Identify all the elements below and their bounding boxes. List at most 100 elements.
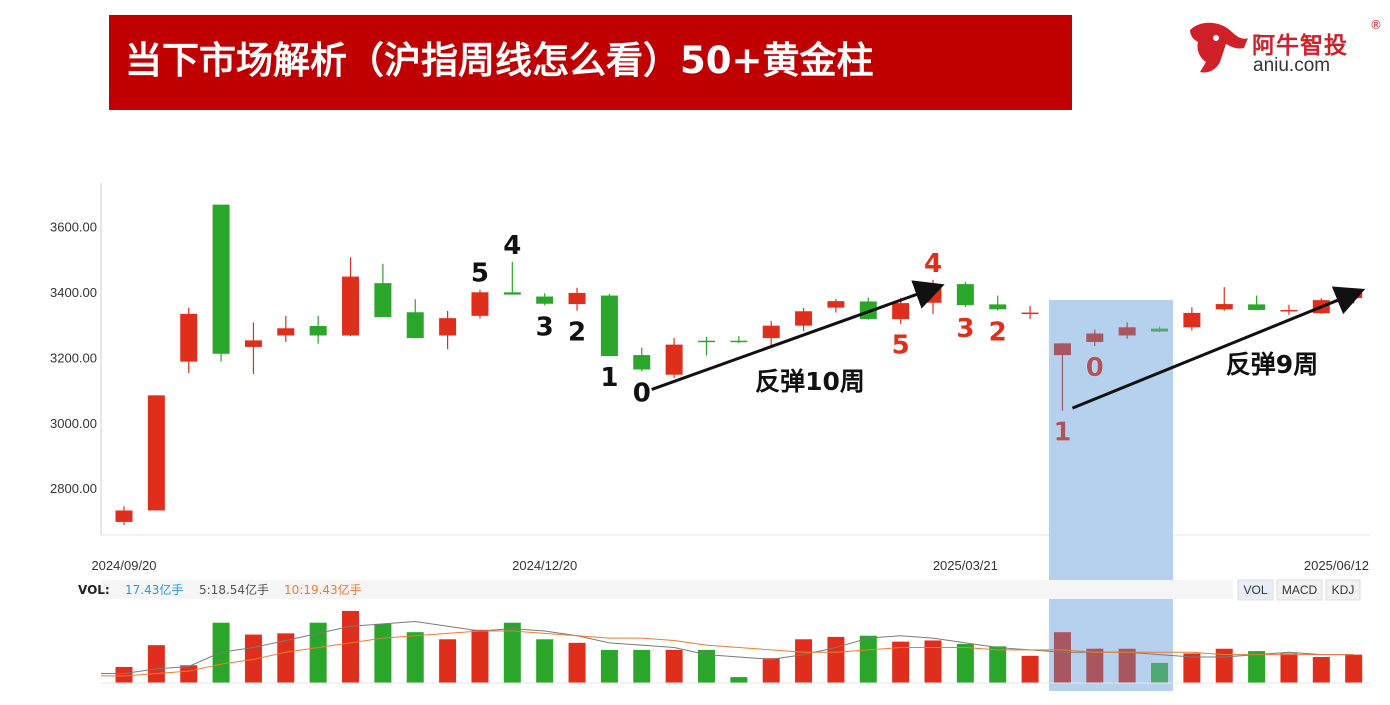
candle-body [730,340,748,343]
bull-logo-icon [1190,22,1248,73]
count-label: 2 [568,318,586,348]
candle-body [342,276,360,336]
trend-annotation: 反弹9周 [1226,350,1318,379]
candle-body [180,313,198,362]
volume-bar [697,649,715,683]
volume-bar [1345,654,1363,683]
y-tick-label: 3000.00 [50,416,97,431]
volume-bar [1151,662,1169,683]
indicator-tab-macd[interactable] [1276,579,1323,601]
volume-ma5-value: 5:18.54亿手 [199,582,269,597]
candle-body [697,340,715,343]
x-tick-label: 2025/03/21 [933,558,998,573]
y-tick-label: 3400.00 [50,285,97,300]
volume-value: 17.43亿手 [125,582,183,597]
volume-bar [212,622,230,683]
volume-bar [1086,648,1104,683]
volume-bar [471,629,489,683]
volume-bar [665,649,683,683]
volume-bar [244,634,262,683]
page-title: 当下市场解析（沪指周线怎么看）50+黄金柱 [125,39,874,82]
volume-bar [989,646,1007,683]
count-label: 4 [503,231,521,261]
y-tick-label: 3600.00 [50,220,97,235]
volume-legend-label: VOL: [78,583,110,597]
candle-body [892,303,910,320]
indicator-tab-label[interactable]: MACD [1282,583,1318,597]
candle-body [309,325,327,336]
trend-arrow [651,280,945,391]
candle-body [277,328,295,336]
candle-body [536,296,554,304]
volume-bar [1312,657,1330,683]
trend-arrow [1071,286,1366,410]
volume-bar [147,645,165,683]
volume-bar [536,639,554,683]
volume-bar [1183,653,1201,683]
volume-ma10-line [101,630,1354,677]
count-label: 0 [633,378,651,408]
count-label: 5 [471,259,489,289]
volume-bar [374,623,392,683]
volume-bar [1280,653,1298,683]
volume-bar [115,666,133,683]
candle-body [244,340,262,347]
y-tick-label: 2800.00 [50,481,97,496]
x-tick-label: 2024/09/20 [91,558,156,573]
trend-annotation: 反弹10周 [755,367,865,396]
candle-body [439,318,457,336]
volume-bar [406,632,424,683]
candle-body [1280,309,1298,312]
volume-bar [730,677,748,683]
volume-ma5-line [101,621,1354,675]
candle-body [406,312,424,339]
volume-bar [795,639,813,683]
count-label: 0 [1086,353,1104,383]
candle-body [795,311,813,326]
candle-body [633,355,651,370]
candle-body [1151,328,1169,332]
volume-ma10-value: 10:19.43亿手 [284,582,362,597]
count-label: 1 [600,363,618,393]
candle-body [568,292,586,305]
highlight-shade [1048,300,1174,691]
count-label: 3 [536,312,554,342]
logo-chinese-name: 阿牛智投 [1252,33,1348,59]
candle-body [1021,312,1039,315]
count-label: 1 [1053,418,1071,448]
candle-body [1248,304,1266,310]
volume-bar [568,642,586,683]
x-tick-label: 2024/12/20 [512,558,577,573]
indicator-tab-label[interactable]: KDJ [1332,583,1355,597]
volume-bar [180,665,198,683]
volume-legend-bar [101,580,1233,599]
candle-body [956,284,974,306]
count-label: 3 [956,314,974,344]
registered-mark: ® [1370,18,1382,32]
volume-bar [503,622,521,683]
indicator-tab-vol[interactable] [1237,579,1274,601]
volume-bar [1248,651,1266,683]
candle-body [471,292,489,316]
candle-body [115,510,133,522]
candle-body [503,292,521,295]
y-tick-label: 3200.00 [50,350,97,365]
volume-bar [439,639,457,683]
volume-bar [859,635,877,683]
indicator-tab-label[interactable]: VOL [1243,583,1267,597]
title-banner: 当下市场解析（沪指周线怎么看）50+黄金柱 [109,15,1072,110]
candle-body [1053,343,1071,356]
candle-body [1086,333,1104,343]
volume-bar [892,641,910,683]
x-tick-label: 2025/06/12 [1304,558,1369,573]
volume-bar [762,658,780,683]
volume-bar [633,649,651,683]
volume-bar [309,622,327,683]
candle-body [600,295,618,357]
candle-body [147,395,165,511]
indicator-tab-kdj[interactable] [1325,579,1361,601]
volume-bar [827,636,845,683]
volume-bar [1053,632,1071,683]
candle-body [989,304,1007,310]
